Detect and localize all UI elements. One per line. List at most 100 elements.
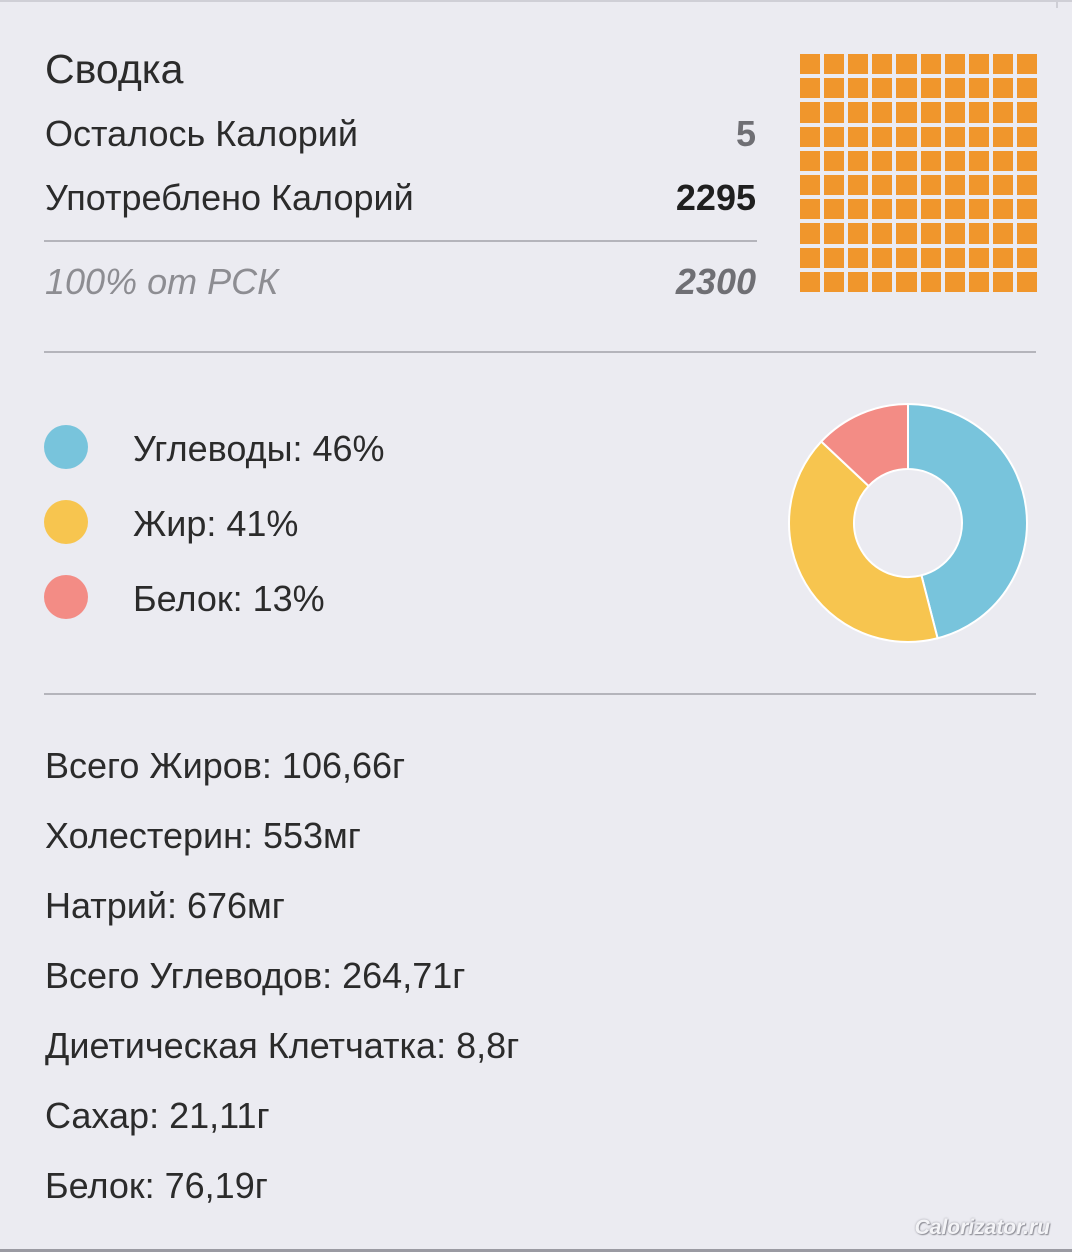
waffle-cell bbox=[968, 271, 989, 292]
waffle-cell bbox=[920, 199, 941, 220]
calorie-waffle-chart bbox=[800, 54, 1037, 292]
waffle-cell bbox=[968, 175, 989, 196]
macros-donut-chart bbox=[788, 402, 1028, 643]
waffle-cell bbox=[968, 223, 989, 244]
rsk-target-value: 2300 bbox=[675, 261, 756, 302]
waffle-cell bbox=[1016, 150, 1037, 171]
waffle-cell bbox=[992, 126, 1013, 147]
section-divider-1 bbox=[44, 351, 1036, 353]
waffle-cell bbox=[896, 54, 917, 75]
waffle-cell bbox=[944, 102, 965, 123]
waffle-cell bbox=[848, 126, 869, 147]
waffle-cell bbox=[944, 247, 965, 268]
waffle-cell bbox=[872, 78, 893, 99]
waffle-cell bbox=[800, 223, 821, 244]
waffle-cell bbox=[872, 199, 893, 220]
legend-fat-label: Жир: 41% bbox=[133, 503, 299, 544]
scroll-edge bbox=[1056, 0, 1058, 8]
waffle-cell bbox=[872, 223, 893, 244]
waffle-cell bbox=[920, 126, 941, 147]
waffle-cell bbox=[896, 102, 917, 123]
waffle-cell bbox=[1016, 223, 1037, 244]
donut-slice-protein bbox=[819, 402, 909, 488]
waffle-cell bbox=[800, 199, 821, 220]
fat-dot-icon bbox=[44, 500, 88, 544]
waffle-cell bbox=[920, 150, 941, 171]
waffle-cell bbox=[992, 223, 1013, 244]
donut-slice-carbs bbox=[907, 402, 1028, 640]
waffle-cell bbox=[824, 126, 845, 147]
waffle-cell bbox=[800, 126, 821, 147]
carbs-dot-icon bbox=[44, 425, 88, 469]
waffle-cell bbox=[968, 78, 989, 99]
nutrient-total-fat: Всего Жиров: 106,66г bbox=[45, 745, 406, 786]
waffle-cell bbox=[992, 271, 1013, 292]
waffle-cell bbox=[848, 223, 869, 244]
waffle-cell bbox=[920, 223, 941, 244]
waffle-cell bbox=[872, 175, 893, 196]
remaining-calories-value: 5 bbox=[735, 113, 756, 154]
waffle-cell bbox=[968, 102, 989, 123]
waffle-cell bbox=[800, 78, 821, 99]
legend-carbs-label: Углеводы: 46% bbox=[133, 428, 385, 469]
waffle-cell bbox=[848, 271, 869, 292]
donut-slice-fat bbox=[788, 440, 939, 643]
waffle-cell bbox=[1016, 247, 1037, 268]
nutrient-sugar: Сахар: 21,11г bbox=[45, 1095, 270, 1136]
nutrient-sodium: Натрий: 676мг bbox=[45, 885, 285, 926]
waffle-cell bbox=[872, 126, 893, 147]
waffle-cell bbox=[896, 223, 917, 244]
waffle-cell bbox=[968, 199, 989, 220]
waffle-cell bbox=[824, 175, 845, 196]
waffle-cell bbox=[920, 78, 941, 99]
waffle-cell bbox=[824, 78, 845, 99]
waffle-cell bbox=[848, 175, 869, 196]
waffle-cell bbox=[848, 247, 869, 268]
waffle-cell bbox=[1016, 271, 1037, 292]
nutrient-dietary-fiber: Диетическая Клетчатка: 8,8г bbox=[45, 1025, 520, 1066]
waffle-cell bbox=[896, 150, 917, 171]
waffle-cell bbox=[800, 102, 821, 123]
waffle-cell bbox=[992, 150, 1013, 171]
waffle-cell bbox=[800, 150, 821, 171]
waffle-cell bbox=[1016, 102, 1037, 123]
waffle-cell bbox=[896, 78, 917, 99]
waffle-cell bbox=[944, 223, 965, 244]
waffle-cell bbox=[896, 175, 917, 196]
waffle-cell bbox=[824, 199, 845, 220]
consumed-calories-label: Употреблено Калорий bbox=[45, 177, 414, 218]
rsk-percent-label: 100% от РСК bbox=[45, 261, 279, 302]
waffle-cell bbox=[992, 54, 1013, 75]
waffle-cell bbox=[896, 126, 917, 147]
waffle-cell bbox=[872, 54, 893, 75]
waffle-cell bbox=[848, 78, 869, 99]
waffle-cell bbox=[800, 247, 821, 268]
waffle-cell bbox=[920, 271, 941, 292]
waffle-cell bbox=[944, 54, 965, 75]
waffle-cell bbox=[1016, 175, 1037, 196]
waffle-cell bbox=[848, 102, 869, 123]
waffle-cell bbox=[824, 150, 845, 171]
waffle-cell bbox=[872, 271, 893, 292]
waffle-cell bbox=[944, 175, 965, 196]
summary-title: Сводка bbox=[45, 46, 184, 92]
waffle-cell bbox=[968, 247, 989, 268]
waffle-cell bbox=[800, 175, 821, 196]
remaining-calories-label: Осталось Калорий bbox=[45, 113, 358, 154]
waffle-cell bbox=[1016, 54, 1037, 75]
legend-protein-label: Белок: 13% bbox=[133, 578, 325, 619]
nutrient-cholesterol: Холестерин: 553мг bbox=[45, 815, 361, 856]
waffle-cell bbox=[1016, 199, 1037, 220]
top-border bbox=[0, 0, 1072, 2]
waffle-cell bbox=[992, 199, 1013, 220]
waffle-cell bbox=[944, 150, 965, 171]
bottom-border bbox=[0, 1249, 1072, 1252]
waffle-cell bbox=[944, 126, 965, 147]
waffle-cell bbox=[896, 199, 917, 220]
waffle-cell bbox=[848, 54, 869, 75]
waffle-cell bbox=[992, 102, 1013, 123]
waffle-cell bbox=[848, 150, 869, 171]
waffle-cell bbox=[872, 150, 893, 171]
waffle-cell bbox=[872, 247, 893, 268]
waffle-cell bbox=[968, 54, 989, 75]
